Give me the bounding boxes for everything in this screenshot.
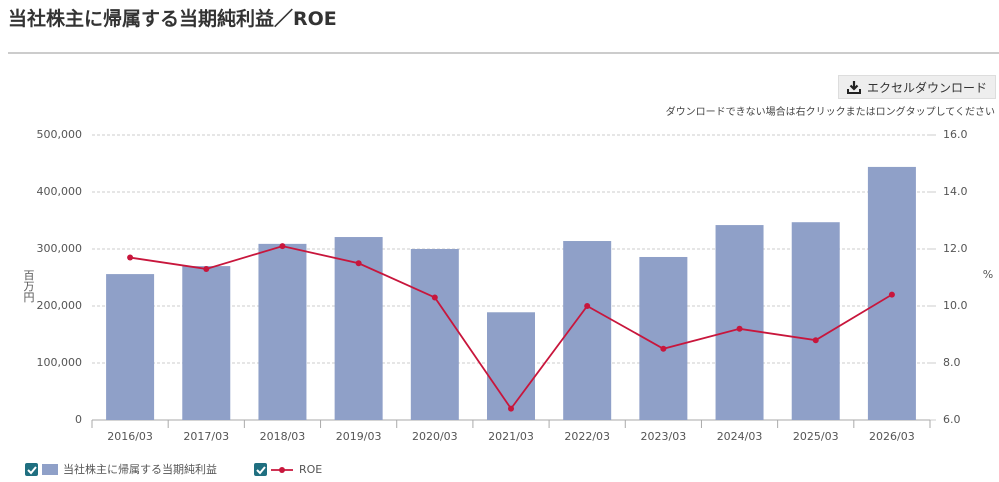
bar [791,222,840,420]
bar [258,243,307,420]
download-button[interactable]: エクセルダウンロード [838,75,996,99]
y-tick-label: 400,000 [37,185,83,198]
x-tick-label: 2018/03 [260,430,306,443]
y2-tick-label: 8.0 [943,356,961,369]
download-button-text: エクセルダウンロード [867,80,988,95]
line-point [508,405,514,412]
line-point [660,345,667,352]
y2-tick-label: 12.0 [943,242,968,255]
legend-swatch [42,464,58,475]
bar [334,237,383,420]
bar [639,256,688,420]
checkmark [27,466,37,475]
legend-item[interactable]: ROE [254,463,322,476]
x-tick-label: 2026/03 [869,430,915,443]
y-tick-label: 300,000 [37,242,83,255]
line-point [736,325,743,332]
legend-label: ROE [299,463,322,476]
bar [563,241,612,420]
line-point [888,291,895,298]
y2-tick-label: 10.0 [943,299,968,312]
y-tick-label: 500,000 [37,128,83,141]
download-icon [847,81,861,94]
bar [106,274,155,420]
divider [8,52,999,54]
line-point [431,294,438,301]
y-tick-label: 0 [75,413,82,426]
x-tick-label: 2021/03 [488,430,534,443]
legend-label: 当社株主に帰属する当期純利益 [63,462,217,476]
bar [410,249,459,420]
line-point [812,337,819,344]
legend-swatch-dot [279,467,285,473]
x-tick-label: 2023/03 [641,430,687,443]
y-tick-label: 100,000 [37,356,83,369]
y2-tick-label: 6.0 [943,413,961,426]
line-point [355,260,362,267]
y-tick-label: 200,000 [37,299,83,312]
line-point [127,254,134,261]
download-note: ダウンロードできない場合は右クリックまたはロングタップしてください [665,107,995,118]
legend-item[interactable]: 当社株主に帰属する当期純利益 [25,462,217,476]
bar [715,225,764,420]
x-tick-label: 2022/03 [564,430,610,443]
x-tick-label: 2016/03 [107,430,153,443]
bar [487,312,535,420]
x-tick-label: 2020/03 [412,430,458,443]
x-tick-label: 2017/03 [183,430,229,443]
y-axis-label: 百万円 [22,270,35,304]
x-tick-label: 2024/03 [717,430,763,443]
y2-tick-label: 14.0 [943,185,968,198]
legend-checkbox[interactable] [25,463,38,476]
x-tick-label: 2025/03 [793,430,839,443]
checkmark [256,466,266,475]
x-tick-label: 2019/03 [336,430,382,443]
page-title: 当社株主に帰属する当期純利益／ROE [8,8,337,30]
bar [182,266,231,420]
line-point [584,303,591,309]
y2-axis-label: % [983,268,993,281]
line-point [203,265,210,272]
line-point [279,243,286,250]
y2-tick-label: 16.0 [943,128,968,141]
legend-checkbox[interactable] [254,463,267,476]
